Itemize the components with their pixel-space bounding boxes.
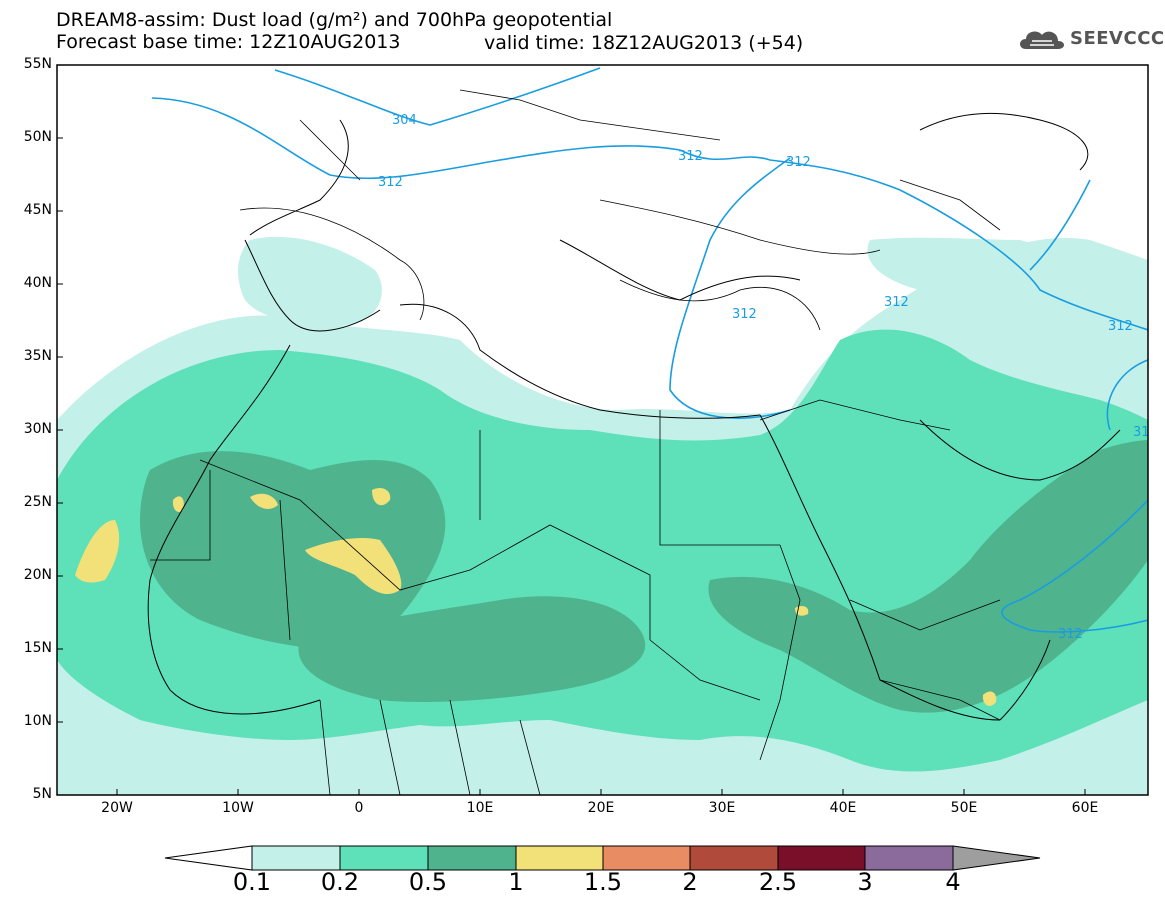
lat-label: 35N (23, 348, 52, 364)
dust-region-0.5-sahel (298, 596, 646, 702)
lon-label: 10E (466, 800, 494, 816)
lon-label: 60E (1071, 800, 1099, 816)
lat-label: 10N (23, 713, 52, 729)
contour-label: 312 (732, 307, 757, 322)
dust-region-0.1-iberia (238, 236, 382, 327)
colorbar-label: 0.5 (408, 868, 448, 896)
lat-label: 5N (32, 786, 52, 802)
lon-label: 50E (950, 800, 978, 816)
forecast-base-time: Forecast base time: 12Z10AUG2013 (56, 31, 401, 53)
dust-region-1-b (305, 538, 402, 595)
contour-label: 312 (884, 295, 909, 310)
colorbar-label: 1 (508, 868, 524, 896)
geopotential-contours (151, 67, 1148, 633)
contour-label: 312 (1108, 319, 1133, 334)
lat-label: 25N (23, 494, 52, 510)
coastlines (147, 112, 1121, 721)
country-borders (150, 89, 1001, 795)
lat-label: 30N (23, 421, 52, 437)
lat-label: 20N (23, 567, 52, 583)
colorbar-segment (251, 845, 341, 871)
colorbar-label: 3 (857, 868, 873, 896)
lat-label: 40N (23, 275, 52, 291)
dust-region-1-e (982, 691, 997, 706)
colorbar-label: 2 (682, 868, 698, 896)
lon-label: 10W (222, 800, 254, 816)
seevccc-logo: SEEVCCC (1018, 28, 1165, 49)
lon-label: 30E (708, 800, 736, 816)
map-title: DREAM8-assim: Dust load (g/m²) and 700hP… (56, 9, 613, 31)
colorbar-segment (515, 845, 604, 871)
lat-label: 50N (23, 129, 52, 145)
colorbar-label: 0.1 (232, 868, 272, 896)
dust-region-0.5-east (708, 440, 1148, 713)
lon-label: 20E (587, 800, 615, 816)
valid-time: valid time: 18Z12AUG2013 (+54) (484, 32, 804, 54)
colorbar-high-arrow (952, 845, 1041, 871)
colorbar-label: 2.5 (758, 868, 798, 896)
contour-label: 312 (678, 149, 703, 164)
logo-text: SEEVCCC (1070, 28, 1165, 49)
colorbar-low-arrow (164, 845, 253, 871)
colorbar-segment (777, 845, 866, 871)
dust-region-1-g (172, 496, 184, 512)
contour-label: 312 (786, 155, 811, 170)
cloud-icon (1020, 31, 1064, 49)
colorbar-labels: 0.1 0.2 0.5 1 1.5 2 2.5 3 4 (0, 868, 1165, 898)
colorbar-label: 1.5 (583, 868, 623, 896)
colorbar-segment (339, 845, 429, 871)
colorbar-segment (689, 845, 779, 871)
dust-region-1-c (250, 493, 278, 509)
lon-label: 20W (101, 800, 133, 816)
contour-label: 312 (378, 175, 403, 190)
lon-label: 40E (829, 800, 857, 816)
contour-label: 31 (1133, 425, 1150, 440)
contour-label: 312 (1058, 627, 1083, 642)
lat-label: 15N (23, 640, 52, 656)
dust-region-0.5-west (140, 451, 446, 650)
lon-label: 0 (354, 800, 364, 816)
lat-label: 45N (23, 202, 52, 218)
dust-region-1-a (75, 520, 120, 583)
colorbar-segment (427, 845, 517, 871)
lat-label: 55N (23, 56, 52, 72)
colorbar-label: 4 (945, 868, 961, 896)
dust-region-1-d (372, 488, 391, 506)
contour-label: 304 (392, 113, 417, 128)
colorbar-label: 0.2 (320, 868, 360, 896)
colorbar-segment (864, 845, 954, 871)
colorbar-segment (602, 845, 691, 871)
dust-region-0.1-caucasus (867, 237, 1068, 298)
colorbar (164, 845, 1041, 871)
